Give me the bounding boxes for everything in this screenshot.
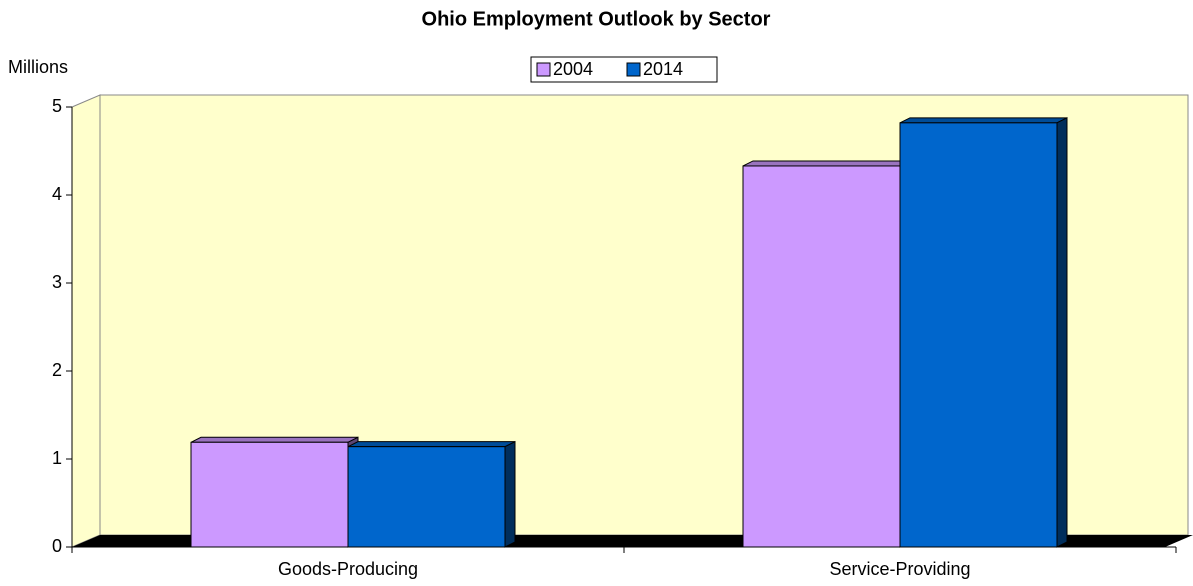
legend-label: 2014 bbox=[643, 59, 683, 79]
bar bbox=[347, 446, 506, 548]
legend-box bbox=[530, 56, 718, 83]
bar bbox=[742, 165, 901, 548]
side-wall bbox=[71, 94, 101, 548]
y-tick-label: 4 bbox=[52, 184, 62, 204]
bar-side bbox=[1056, 117, 1068, 548]
legend-swatch bbox=[626, 62, 641, 77]
y-tick-label: 0 bbox=[52, 536, 62, 556]
y-tick-label: 5 bbox=[52, 96, 62, 116]
y-axis-label: Millions bbox=[8, 57, 68, 77]
chart-title: Ohio Employment Outlook by Sector bbox=[422, 8, 771, 30]
legend-swatch bbox=[536, 62, 551, 77]
x-tick-label: Service-Providing bbox=[829, 559, 970, 579]
y-tick-label: 2 bbox=[52, 360, 62, 380]
bar-top bbox=[899, 117, 1068, 124]
x-tick-label: Goods-Producing bbox=[278, 559, 418, 579]
bar-top bbox=[347, 441, 516, 448]
legend-label: 2004 bbox=[553, 59, 593, 79]
y-tick-label: 1 bbox=[52, 448, 62, 468]
bar bbox=[190, 441, 349, 548]
y-tick-label: 3 bbox=[52, 272, 62, 292]
bar-top bbox=[190, 436, 359, 443]
bar-top bbox=[742, 160, 911, 167]
bar bbox=[899, 122, 1058, 548]
bar-side bbox=[504, 440, 516, 548]
